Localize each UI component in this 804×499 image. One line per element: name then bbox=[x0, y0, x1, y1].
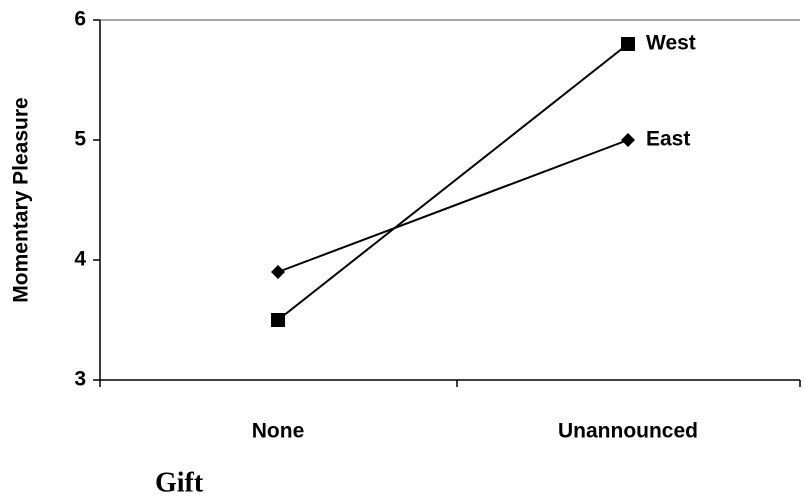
series-label: East bbox=[646, 128, 690, 151]
marker-square bbox=[271, 313, 285, 327]
series-line bbox=[277, 43, 629, 321]
marker-square bbox=[621, 37, 635, 51]
marker-diamond bbox=[621, 133, 635, 147]
y-tick-label: 3 bbox=[74, 368, 86, 391]
y-axis-label: Momentary Pleasure bbox=[10, 97, 33, 302]
y-tick-label: 4 bbox=[74, 248, 86, 271]
x-tick-label: Unannounced bbox=[558, 420, 698, 443]
series-label: West bbox=[646, 32, 696, 55]
marker-diamond bbox=[271, 265, 285, 279]
y-tick-label: 6 bbox=[74, 8, 86, 31]
x-tick-label: None bbox=[252, 420, 305, 443]
x-axis-label: Gift bbox=[155, 467, 204, 498]
y-tick-label: 5 bbox=[74, 128, 86, 151]
series-line bbox=[277, 139, 629, 273]
